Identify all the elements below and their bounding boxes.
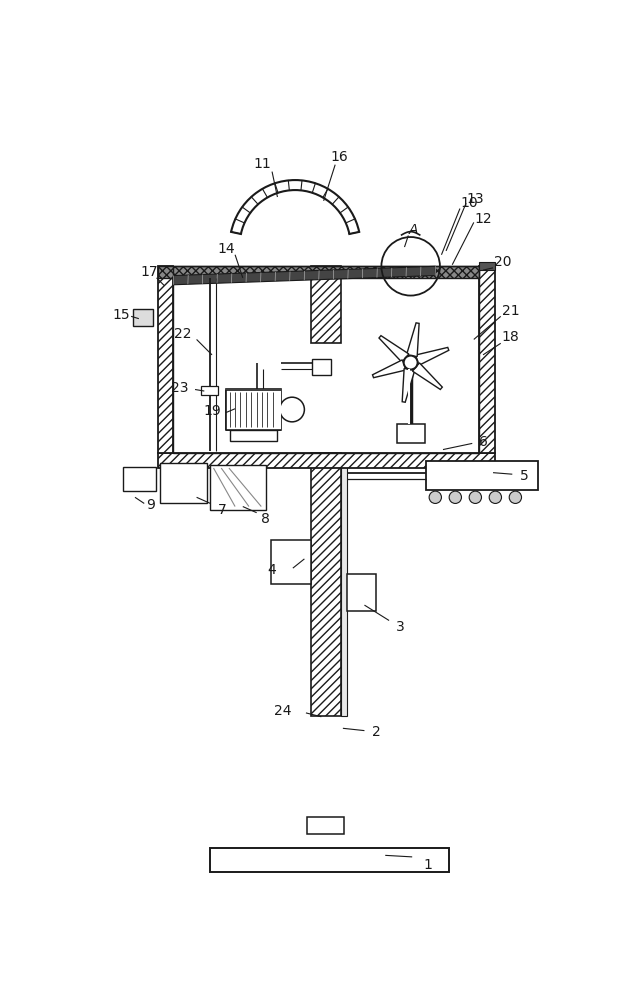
Text: 19: 19 [203, 404, 221, 418]
Bar [211, 465, 266, 510]
Bar [160, 463, 207, 503]
Text: 21: 21 [502, 304, 520, 318]
Text: 12: 12 [474, 212, 492, 226]
Bar [226, 389, 281, 430]
Circle shape [280, 397, 305, 422]
Bar [134, 309, 153, 326]
Text: 16: 16 [330, 150, 348, 164]
Text: 1: 1 [423, 858, 432, 872]
Bar [479, 262, 495, 270]
Text: 13: 13 [467, 192, 484, 206]
Text: 18: 18 [502, 330, 520, 344]
Text: 2: 2 [371, 725, 380, 739]
Bar [311, 453, 341, 716]
Text: 3: 3 [396, 620, 405, 634]
Bar [123, 466, 156, 491]
Text: 17: 17 [140, 265, 158, 279]
Bar [341, 453, 347, 716]
Circle shape [429, 491, 441, 503]
Polygon shape [379, 336, 409, 362]
Text: 15: 15 [113, 308, 130, 322]
Bar [426, 461, 537, 490]
Bar [230, 430, 277, 441]
Circle shape [469, 491, 481, 503]
Circle shape [404, 356, 418, 369]
Bar [201, 386, 218, 395]
Circle shape [449, 491, 462, 503]
Polygon shape [373, 360, 406, 378]
Bar [158, 266, 174, 453]
Bar [312, 359, 331, 375]
Text: 5: 5 [520, 469, 529, 483]
Polygon shape [402, 368, 415, 402]
Polygon shape [406, 323, 419, 357]
Text: 24: 24 [274, 704, 291, 718]
Text: 11: 11 [253, 157, 271, 171]
Bar [211, 848, 449, 872]
Bar [272, 540, 311, 584]
Text: 7: 7 [218, 503, 226, 517]
Polygon shape [174, 266, 436, 285]
Bar [307, 817, 345, 834]
Text: A: A [409, 223, 418, 237]
Bar [226, 389, 281, 430]
Bar [347, 574, 376, 611]
Polygon shape [415, 347, 449, 365]
Bar [158, 266, 479, 278]
Text: 23: 23 [171, 381, 188, 395]
Text: 6: 6 [479, 435, 487, 449]
Text: 8: 8 [261, 512, 270, 526]
Circle shape [509, 491, 522, 503]
Polygon shape [413, 363, 442, 389]
Bar [158, 453, 495, 468]
Text: 4: 4 [268, 563, 277, 577]
Text: 20: 20 [494, 255, 512, 269]
Text: 9: 9 [146, 498, 155, 512]
Circle shape [489, 491, 502, 503]
Bar [397, 424, 424, 443]
Text: 10: 10 [460, 196, 478, 210]
Text: 14: 14 [217, 242, 235, 256]
Text: 22: 22 [174, 327, 191, 341]
Bar [311, 266, 341, 343]
Bar [479, 266, 495, 453]
